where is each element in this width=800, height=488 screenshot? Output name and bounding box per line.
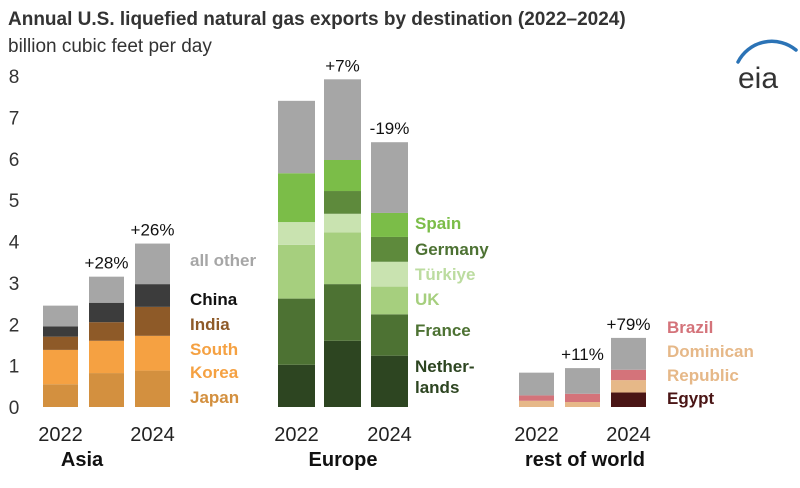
change-label: +11% — [561, 345, 604, 364]
legend-label: Korea — [190, 363, 239, 382]
bar-segment-all-other-2024 — [371, 142, 408, 213]
legend-label: lands — [415, 378, 459, 397]
bar-segment-india-2024 — [135, 306, 170, 336]
bar-segment-france-2023 — [324, 284, 361, 341]
y-tick-label: 8 — [9, 67, 20, 88]
bar-segment-france-2022 — [278, 298, 315, 365]
bar-segment-brazil-2022 — [519, 395, 554, 401]
x-tick-label: 2024 — [367, 424, 412, 446]
bar-segment-brazil-2023 — [565, 393, 600, 403]
y-tick-label: 0 — [9, 398, 20, 419]
bar-segment-netherlands-2022 — [278, 364, 315, 407]
change-label: -19% — [370, 119, 410, 138]
bar-segment-germany-2023 — [324, 191, 361, 214]
group-label: rest of world — [525, 449, 645, 471]
bar-segment-t-rkiye-2024 — [371, 261, 408, 287]
legend-label: Türkiye — [415, 265, 475, 284]
legend-label: Dominican — [667, 342, 754, 361]
bar-segment-uk-2022 — [278, 244, 315, 299]
eia-logo-text: eia — [738, 62, 778, 95]
legend-label: France — [415, 321, 471, 340]
x-tick-label: 2022 — [38, 424, 83, 446]
bar-segment-dominican-republic-2022 — [519, 400, 554, 407]
bar-segment-france-2024 — [371, 314, 408, 356]
bar-segment-spain-2023 — [324, 159, 361, 192]
bar-segment-all-other-2022 — [519, 372, 554, 396]
change-label: +26% — [131, 221, 175, 240]
y-axis: 0 1 2 3 4 5 6 7 8 — [9, 67, 20, 419]
change-label: +79% — [607, 315, 651, 334]
legend-label: Japan — [190, 388, 239, 407]
legend-label: Spain — [415, 214, 461, 233]
bar-segment-egypt-2024 — [611, 392, 646, 407]
x-tick-label: 2024 — [130, 424, 175, 446]
bar-segment-all-other-2023 — [89, 276, 124, 303]
bar-segment-t-rkiye-2023 — [324, 213, 361, 233]
legend-label: China — [190, 290, 238, 309]
panel-asia: 2022 +28%+26% 2024 all other China India South… — [38, 221, 256, 471]
legend-label: all other — [190, 251, 257, 270]
chart-subtitle: billion cubic feet per day — [8, 36, 212, 57]
y-tick-label: 4 — [9, 233, 20, 254]
y-tick-label: 1 — [9, 357, 20, 378]
bar-segment-south-korea-2023 — [89, 340, 124, 374]
bar-segment-spain-2024 — [371, 212, 408, 237]
x-tick-label: 2022 — [274, 424, 319, 446]
bar-segment-dominican-republic-2023 — [565, 402, 600, 407]
bar-segment-china-2022 — [43, 326, 78, 337]
bar-segment-india-2022 — [43, 336, 78, 350]
bar-segment-dominican-republic-2024 — [611, 380, 646, 393]
eia-logo-icon: eia — [736, 39, 798, 95]
group-label: Europe — [309, 449, 378, 471]
legend-label: Brazil — [667, 318, 713, 337]
y-tick-label: 6 — [9, 150, 20, 171]
bar-segment-china-2024 — [135, 284, 170, 307]
bar-segment-japan-2022 — [43, 384, 78, 407]
chart-panels: 2022 +28%+26% 2024 all other China India South… — [38, 56, 754, 471]
y-tick-label: 5 — [9, 191, 20, 212]
bar-segment-all-other-2023 — [565, 368, 600, 394]
legend-label: UK — [415, 290, 440, 309]
bar-segment-uk-2023 — [324, 232, 361, 285]
legend-label: South — [190, 340, 238, 359]
bar-segment-china-2023 — [89, 302, 124, 323]
y-tick-label: 3 — [9, 274, 20, 295]
legend-label: Nether- — [415, 357, 475, 376]
bar-segment-south-korea-2024 — [135, 335, 170, 371]
bar-segment-spain-2022 — [278, 173, 315, 223]
eia-logo-arc — [736, 39, 798, 64]
change-label: +7% — [325, 56, 360, 75]
x-tick-label: 2022 — [514, 424, 559, 446]
bar-segment-india-2023 — [89, 322, 124, 341]
bar-segment-all-other-2022 — [43, 305, 78, 327]
chart-title: Annual U.S. liquefied natural gas export… — [8, 9, 626, 30]
bar-segment-all-other-2022 — [278, 100, 315, 174]
legend-label: Republic — [667, 366, 739, 385]
bar-segment-all-other-2024 — [611, 337, 646, 370]
bar-segment-uk-2024 — [371, 286, 408, 315]
bar-segment-germany-2024 — [371, 236, 408, 262]
bar-segment-japan-2023 — [89, 373, 124, 407]
bar-segment-south-korea-2022 — [43, 349, 78, 385]
panel-europe: 2022 +7% -19% 2024 Spain Germany Türkiye UK Fran… — [274, 56, 489, 471]
bar-segment-netherlands-2024 — [371, 355, 408, 407]
bar-segment-all-other-2024 — [135, 243, 170, 285]
group-label: Asia — [61, 449, 104, 471]
panel-rest-of-world: 2022 +11%+79% 2024 Brazil Dominican Republic E… — [514, 315, 754, 471]
bar-segment-brazil-2024 — [611, 369, 646, 381]
bar-segment-japan-2024 — [135, 370, 170, 407]
change-label: +28% — [85, 254, 129, 273]
legend-label: Egypt — [667, 389, 715, 408]
bar-segment-all-other-2023 — [324, 79, 361, 160]
bar-segment-netherlands-2023 — [324, 340, 361, 407]
legend-label: Germany — [415, 240, 489, 259]
bar-segment-t-rkiye-2022 — [278, 222, 315, 245]
y-tick-label: 2 — [9, 315, 20, 336]
y-tick-label: 7 — [9, 108, 20, 129]
legend-label: India — [190, 315, 230, 334]
x-tick-label: 2024 — [606, 424, 651, 446]
